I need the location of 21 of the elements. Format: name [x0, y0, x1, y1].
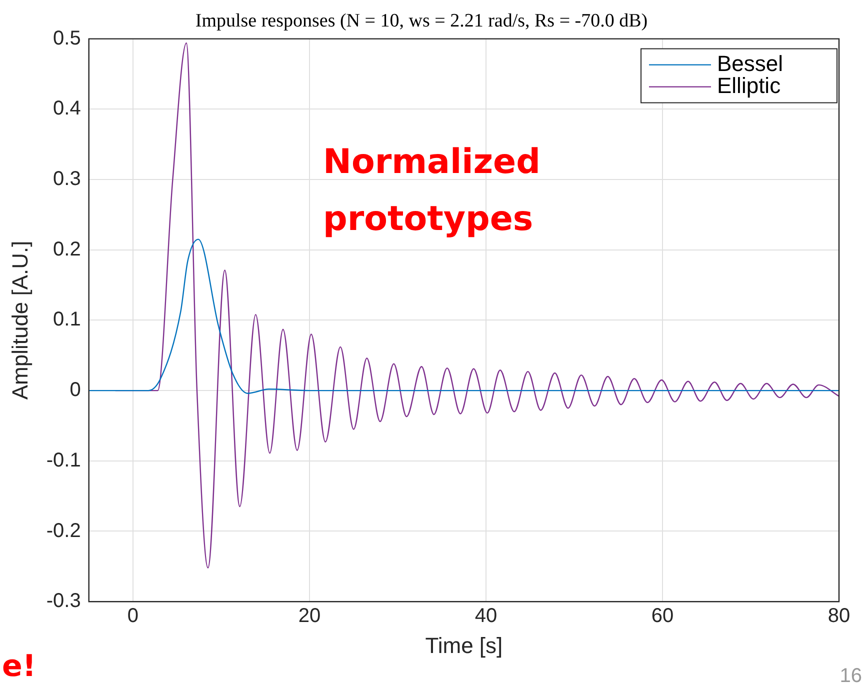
chart-title: Impulse responses (N = 10, ws = 2.21 rad/s, Rs = -70.0 dB) — [195, 10, 648, 32]
y-tick-label: 0.2 — [53, 238, 81, 260]
x-tick-label: 80 — [828, 605, 850, 628]
y-tick-label: 0.3 — [53, 168, 81, 190]
text: 16 — [840, 665, 862, 684]
y-tick-label: -0.1 — [46, 449, 81, 472]
text: e! — [2, 649, 36, 684]
y-tick-label: 0.4 — [53, 98, 81, 120]
y-tick-label: 0 — [70, 379, 81, 402]
x-axis-title: Time [s] — [425, 632, 503, 658]
y-tick-label: -0.3 — [46, 590, 81, 612]
x-tick-label: 40 — [474, 605, 498, 628]
y-tick-label: 0.1 — [53, 308, 81, 331]
annotation: Normalized prototypes — [323, 142, 540, 239]
y-axis-title: Amplitude [A.U.] — [7, 240, 32, 400]
x-tick-label: 0 — [127, 605, 139, 628]
x-tick-label: 60 — [651, 605, 674, 628]
line-series — [88, 238, 839, 394]
x-tick-label: 20 — [298, 605, 321, 628]
y-tick-label: -0.2 — [46, 520, 81, 542]
y-tick-label: 0.5 — [53, 27, 81, 50]
